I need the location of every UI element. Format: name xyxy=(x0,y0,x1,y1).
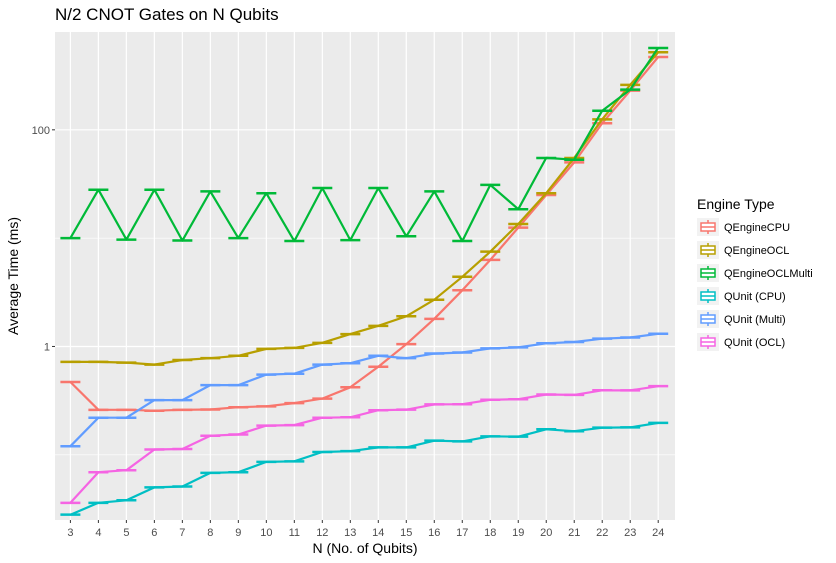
x-tick-label: 22 xyxy=(596,527,608,539)
x-tick-label: 3 xyxy=(67,527,73,539)
legend-label: QUnit (OCL) xyxy=(724,337,785,349)
x-tick-label: 16 xyxy=(428,527,440,539)
y-tick-label: 1 xyxy=(44,341,50,353)
plot-panel xyxy=(55,32,675,520)
legend-item: QEngineOCL xyxy=(697,241,789,259)
axes: 1 100 3 4 5 6 7 8 9 10 11 12 13 14 15 16 17 18 19 20 21 22 23 2… xyxy=(32,125,665,539)
series-line xyxy=(69,385,659,504)
x-tick-label: 20 xyxy=(540,527,552,539)
legend-label: QEngineCPU xyxy=(724,222,790,234)
series-line xyxy=(69,56,660,412)
series-line xyxy=(70,51,660,366)
series-group xyxy=(60,55,669,412)
x-tick-label: 18 xyxy=(484,527,496,539)
x-tick-label: 23 xyxy=(624,527,636,539)
x-tick-label: 21 xyxy=(568,527,580,539)
y-tick-label: 100 xyxy=(32,125,50,137)
x-tick-label: 10 xyxy=(260,527,272,539)
x-tick-label: 5 xyxy=(123,527,129,539)
series-line xyxy=(69,332,659,447)
x-tick-label: 14 xyxy=(372,527,384,539)
x-tick-label: 11 xyxy=(289,527,300,539)
series-line xyxy=(69,421,659,516)
legend-item: QUnit (OCL) xyxy=(697,333,785,351)
legend-item: QUnit (Multi) xyxy=(697,310,786,328)
grid xyxy=(55,32,675,520)
legend-item: QUnit (CPU) xyxy=(697,287,786,305)
series-group xyxy=(60,384,669,505)
series xyxy=(60,46,669,516)
x-tick-label: 19 xyxy=(512,527,524,539)
x-tick-label: 17 xyxy=(456,527,468,539)
x-tick-label: 15 xyxy=(400,527,412,539)
series-line xyxy=(69,47,660,243)
chart-title: N/2 CNOT Gates on N Qubits xyxy=(55,5,279,24)
legend-item: QEngineCPU xyxy=(697,218,790,236)
x-tick-label: 9 xyxy=(235,527,241,539)
x-tick-label: 4 xyxy=(95,527,101,539)
x-tick-label: 8 xyxy=(207,527,213,539)
legend-label: QEngineOCLMulti xyxy=(724,268,813,280)
series-group xyxy=(60,46,669,243)
series-group xyxy=(60,332,669,448)
legend-label: QUnit (CPU) xyxy=(724,291,786,303)
legend-label: QEngineOCL xyxy=(724,245,789,257)
x-tick-label: 13 xyxy=(344,527,356,539)
x-axis-title: N (No. of Qubits) xyxy=(312,540,417,556)
x-tick-label: 6 xyxy=(151,527,157,539)
legend-item: QEngineOCLMulti xyxy=(697,264,813,282)
legend: Engine Type QEngineCPU QEngineOCL QEngineO… xyxy=(697,196,813,351)
x-tick-label: 7 xyxy=(179,527,185,539)
x-tick-label: 12 xyxy=(316,527,328,539)
y-axis-title: Average Time (ms) xyxy=(5,217,21,335)
x-tick-label: 24 xyxy=(652,527,664,539)
series-group xyxy=(60,421,669,516)
legend-label: QUnit (Multi) xyxy=(724,314,786,326)
legend-title: Engine Type xyxy=(697,196,775,212)
